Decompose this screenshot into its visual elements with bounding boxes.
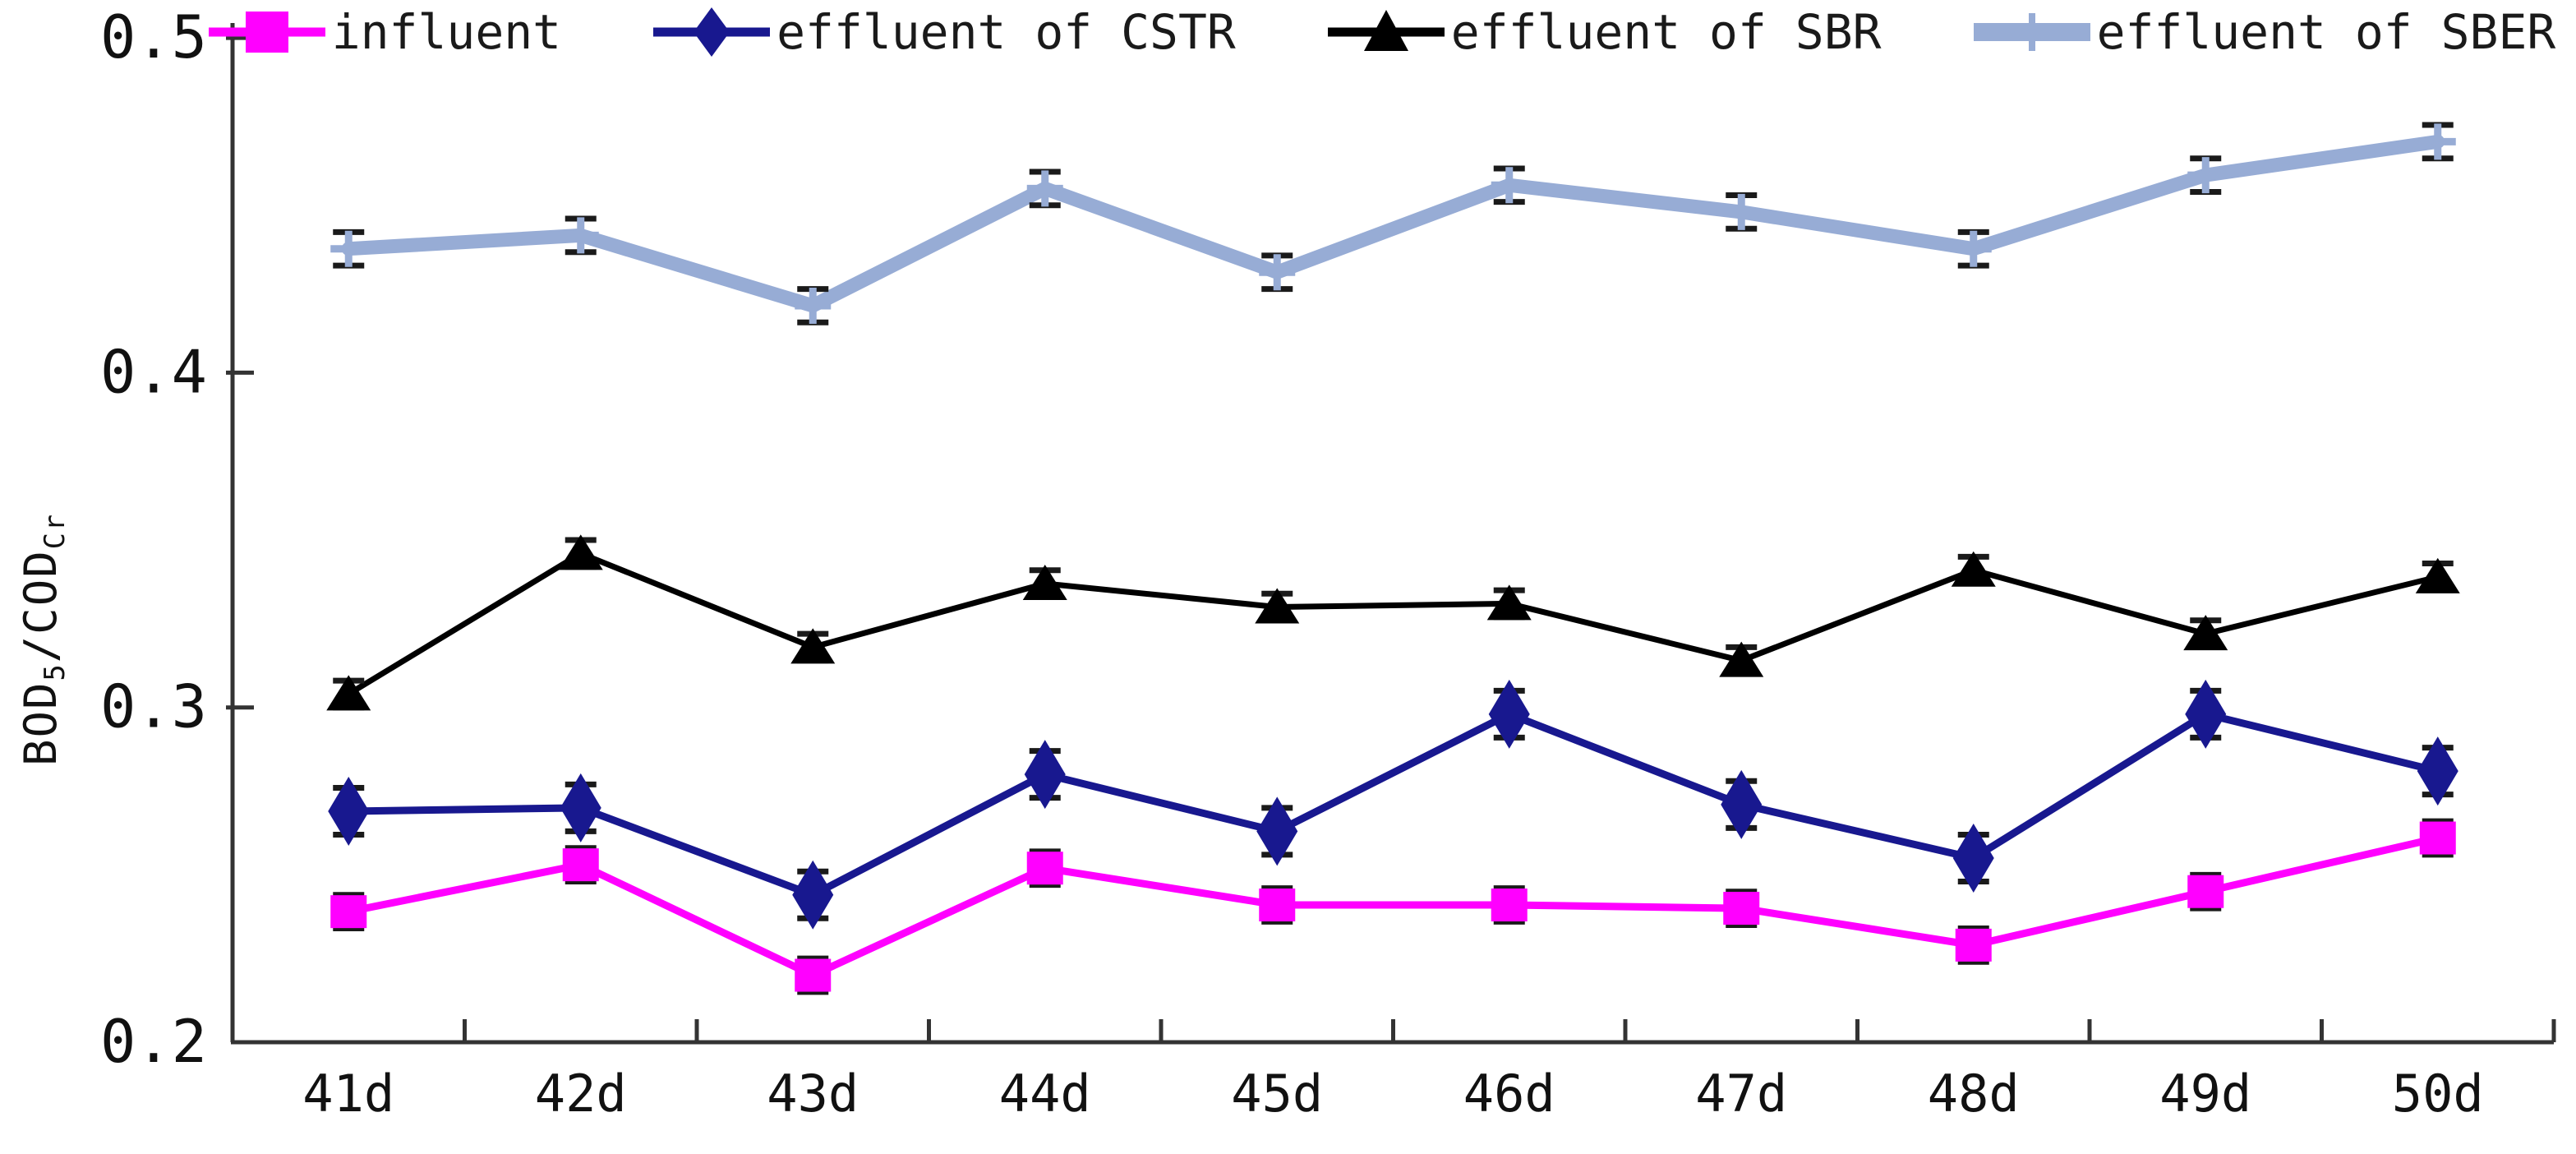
data-point-marker-square xyxy=(1026,852,1063,885)
legend-item-effluent-of-SBER: effluent of SBER xyxy=(1970,3,2556,61)
y-tick-label: 0.3 xyxy=(100,672,207,741)
series-line-effluent-of-CSTR xyxy=(344,710,2442,899)
legend-glyph xyxy=(245,12,288,53)
series-line-effluent-of-SBER xyxy=(341,134,2445,313)
y-axis-title: BOD5/CODCr xyxy=(15,513,71,766)
x-tick-label: 42d xyxy=(535,1064,627,1124)
y-tick-label: 0.4 xyxy=(100,337,207,406)
data-point-marker-triangle xyxy=(1022,564,1067,600)
legend-item-effluent-of-SBR: effluent of SBR xyxy=(1325,3,1882,61)
data-point-marker-diamond xyxy=(2417,736,2458,806)
data-point-marker-square xyxy=(1955,928,1992,962)
data-point-marker-square xyxy=(1491,889,1528,922)
legend-item-effluent-of-CSTR: effluent of CSTR xyxy=(650,3,1236,61)
data-point-marker-square xyxy=(1259,889,1296,922)
data-point-marker-triangle xyxy=(2183,615,2228,651)
data-point-marker-square xyxy=(2187,875,2224,908)
y-tick-label: 0.2 xyxy=(100,1007,207,1076)
x-tick-label: 45d xyxy=(1231,1064,1323,1124)
data-point-marker-square xyxy=(1723,892,1760,926)
data-point-marker-square xyxy=(2419,821,2456,855)
x-tick-label: 49d xyxy=(2159,1064,2251,1124)
data-point-marker-diamond xyxy=(2185,679,2227,749)
data-point-marker-triangle xyxy=(1719,641,1764,677)
data-point-marker-square xyxy=(562,848,599,882)
data-point-marker-triangle xyxy=(1255,588,1300,624)
y-axis-title-subscript: Cr xyxy=(39,512,71,550)
chart-legend: influent effluent of CSTR effluent of SBR e… xyxy=(197,3,2564,61)
data-point-marker-diamond xyxy=(1024,740,1066,810)
legend-label: effluent of CSTR xyxy=(776,4,1236,60)
legend-marker-diamond-icon xyxy=(653,7,771,57)
data-point-marker-square xyxy=(795,958,832,992)
y-axis-title-text: BOD xyxy=(14,681,67,767)
legend-marker-square-icon xyxy=(208,12,325,53)
series-line-effluent-of-SBR xyxy=(345,550,2441,697)
data-point-marker-diamond xyxy=(560,773,601,842)
x-tick-label: 44d xyxy=(999,1064,1091,1124)
data-point-marker-square xyxy=(330,895,367,929)
y-tick-label: 0.5 xyxy=(100,2,207,72)
x-tick-label: 48d xyxy=(1928,1064,2020,1124)
data-point-marker-diamond xyxy=(328,776,370,846)
data-point-marker-triangle xyxy=(1951,551,1996,587)
legend-marker-triangle-icon xyxy=(1327,10,1445,51)
data-point-marker-diamond xyxy=(1256,796,1298,866)
x-tick-label: 50d xyxy=(2392,1064,2484,1124)
data-point-marker-diamond xyxy=(1952,823,1994,893)
data-point-marker-triangle xyxy=(2415,557,2460,593)
legend-item-influent: influent xyxy=(205,3,561,61)
data-point-marker-diamond xyxy=(1488,679,1530,749)
x-tick-label: 41d xyxy=(302,1064,394,1124)
data-point-marker-diamond xyxy=(792,860,834,930)
legend-label: influent xyxy=(331,4,562,60)
legend-marker-plus-icon xyxy=(1973,13,2090,51)
legend-glyph xyxy=(694,7,730,57)
data-point-marker-triangle xyxy=(558,534,603,570)
legend-label: effluent of SBER xyxy=(2096,4,2556,60)
y-axis-title-text: /COD xyxy=(14,549,67,663)
data-point-marker-triangle xyxy=(326,675,371,711)
x-tick-label: 43d xyxy=(767,1064,859,1124)
x-tick-label: 47d xyxy=(1695,1064,1787,1124)
data-point-marker-triangle xyxy=(790,628,836,664)
legend-label: effluent of SBR xyxy=(1450,4,1882,60)
legend-glyph xyxy=(1363,10,1408,51)
data-point-marker-triangle xyxy=(1486,584,1532,621)
data-point-marker-diamond xyxy=(1721,769,1763,839)
series-line-influent xyxy=(344,834,2442,980)
y-axis-title-subscript: 5 xyxy=(39,662,71,681)
x-tick-label: 46d xyxy=(1463,1064,1555,1124)
